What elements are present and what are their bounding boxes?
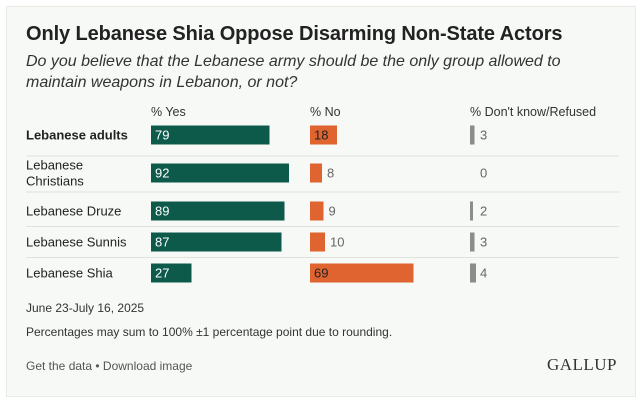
value-label-dk: 2 [480,204,487,219]
bar-yes [151,201,285,221]
row-label: Lebanese adults [26,128,128,143]
column-header-yes: % Yes [151,105,186,119]
survey-date: June 23-July 16, 2025 [26,301,145,315]
value-label-yes: 87 [155,235,169,250]
chart-card: Only Lebanese Shia Oppose Disarming Non-… [6,6,636,397]
row-label: Lebanese Christians [26,158,84,189]
value-label-dk: 3 [480,235,487,250]
bar-no [310,163,322,183]
bar-yes [151,263,192,283]
value-label-yes: 79 [155,128,169,143]
bar-dk [470,125,475,145]
value-label-dk: 0 [480,166,487,181]
value-label-dk: 3 [480,128,487,143]
bar-yes [151,125,270,145]
value-label-dk: 4 [480,266,487,281]
gallup-logo: GALLUP [546,355,617,374]
bar-dk [470,232,475,252]
value-label-no: 18 [314,128,328,143]
bar-no [310,232,325,252]
column-header-dk: % Don't know/Refused [470,105,597,119]
value-label-no: 69 [314,266,328,281]
value-label-yes: 27 [155,266,169,281]
row-label: Lebanese Shia [26,266,114,281]
bar-no [310,201,324,221]
download-image-link[interactable]: Download image [102,359,193,373]
get-data-link[interactable]: Get the data [26,359,93,373]
footer-links: Get the data • Download image [26,359,192,373]
value-label-no: 9 [329,204,336,219]
rounding-note: Percentages may sum to 100% ±1 percentag… [26,325,393,339]
footer-separator: • [92,359,103,373]
bar-dk [470,263,476,283]
bar-yes [151,232,282,252]
value-label-no: 10 [330,235,344,250]
chart-title: Only Lebanese Shia Oppose Disarming Non-… [26,23,563,45]
value-label-yes: 92 [155,166,169,181]
bar-dk [470,201,473,221]
row-label: Lebanese Sunnis [26,235,127,250]
bar-no [310,263,414,283]
value-label-no: 8 [327,166,334,181]
value-label-yes: 89 [155,204,169,219]
bar-no [310,125,337,145]
row-label: Lebanese Druze [26,204,121,219]
chart-subtitle: Do you believe that the Lebanese army sh… [26,53,561,91]
bar-yes [151,163,289,183]
column-header-no: % No [310,105,341,119]
